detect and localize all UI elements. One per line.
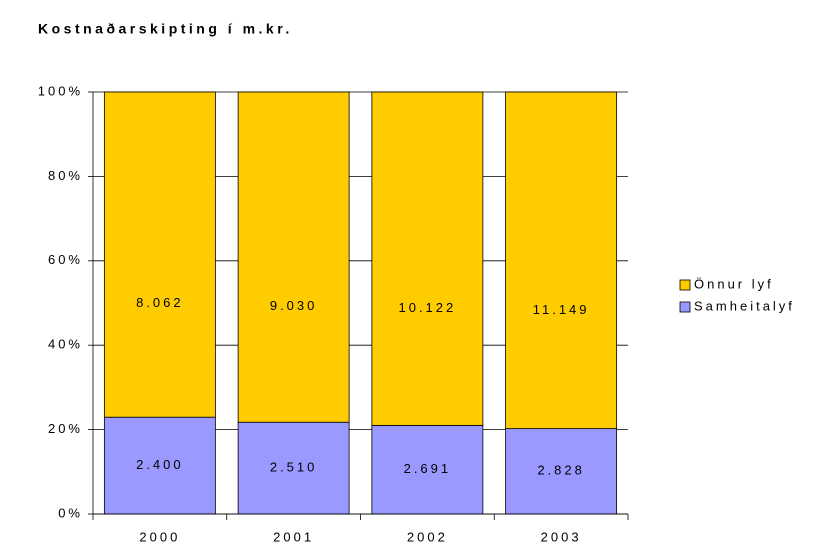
y-tick-label: 40% <box>48 337 83 352</box>
x-tick-label: 2000 <box>139 529 180 544</box>
value-label: 10.122 <box>398 300 456 315</box>
legend-label: Samheitalyf <box>694 298 795 313</box>
bar-segment <box>371 91 484 426</box>
value-label: 2.400 <box>136 457 184 472</box>
chart-title: Kostnaðarskipting í m.kr. <box>38 21 293 37</box>
y-tick-label: 100% <box>38 83 83 98</box>
y-tick-label: 60% <box>48 252 83 267</box>
x-tick-label: 2002 <box>407 529 448 544</box>
y-tick-label: 20% <box>48 421 83 436</box>
value-label: 8.062 <box>136 295 184 310</box>
legend-swatch <box>679 301 691 313</box>
value-label: 9.030 <box>270 298 318 313</box>
y-tick-label: 80% <box>48 168 83 183</box>
y-tick-label: 0% <box>58 505 83 520</box>
bar-segment <box>505 91 618 430</box>
value-label: 2.828 <box>537 463 585 478</box>
value-label: 11.149 <box>533 302 590 317</box>
bar-segment <box>237 91 350 423</box>
x-tick-label: 2003 <box>541 529 582 544</box>
x-tick-label: 2001 <box>273 529 314 544</box>
value-label: 2.691 <box>404 461 452 476</box>
legend-label: Önnur lyf <box>694 276 774 291</box>
legend-swatch <box>679 279 691 291</box>
value-label: 2.510 <box>270 460 318 475</box>
bar-segment <box>505 428 618 515</box>
bar-segment <box>103 91 216 418</box>
